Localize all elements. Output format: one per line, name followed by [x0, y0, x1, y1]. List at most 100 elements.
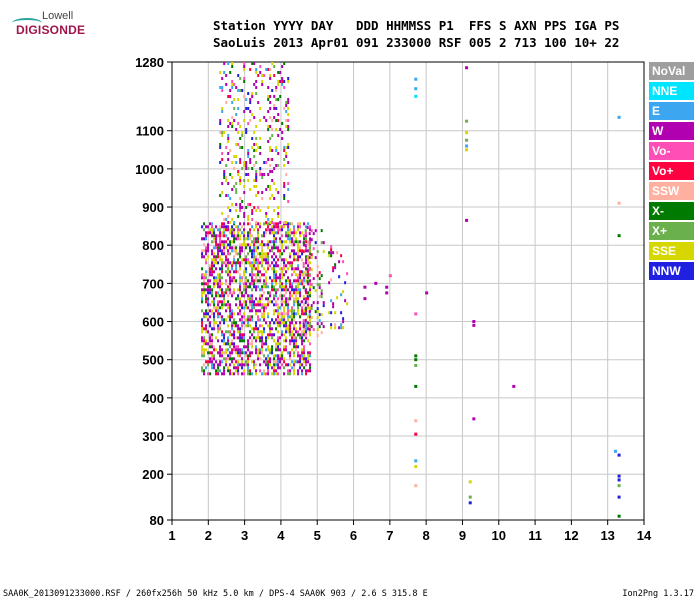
echo-point	[307, 243, 310, 247]
echo-point	[271, 89, 274, 92]
echo-point	[297, 333, 300, 337]
echo-point	[215, 243, 218, 247]
echo-point	[235, 113, 238, 116]
echo-point	[229, 342, 232, 346]
echo-point	[283, 324, 286, 328]
echo-point	[251, 62, 254, 65]
echo-point	[215, 258, 218, 262]
echo-point	[309, 237, 312, 241]
echo-point	[237, 372, 240, 376]
echo-point	[241, 366, 244, 370]
echo-point	[301, 273, 304, 277]
echo-point	[283, 309, 286, 313]
echo-point	[297, 297, 300, 301]
echo-point	[283, 86, 286, 89]
echo-point	[307, 282, 310, 286]
x-tick-label: 7	[386, 528, 393, 543]
echo-point	[338, 275, 341, 279]
echo-point	[247, 372, 250, 376]
echo-point	[281, 267, 284, 271]
echo-point	[287, 125, 290, 128]
echo-point	[310, 229, 313, 233]
echo-point	[221, 348, 224, 352]
echo-point	[215, 279, 218, 283]
echo-point	[213, 321, 216, 325]
echo-point	[259, 279, 262, 283]
echo-point	[303, 366, 306, 370]
echo-point	[237, 228, 240, 232]
echo-point	[223, 369, 226, 373]
echo-point	[259, 107, 262, 110]
echo-point	[233, 330, 236, 334]
echo-point	[285, 240, 288, 244]
echo-point	[247, 354, 250, 358]
echo-point	[235, 143, 238, 146]
echo-point	[293, 252, 296, 256]
echo-point	[295, 339, 298, 343]
echo-point	[283, 360, 286, 364]
echo-point	[279, 128, 282, 131]
echo-point	[245, 276, 248, 280]
echo-point	[289, 285, 292, 289]
echo-point	[265, 360, 268, 364]
echo-point	[287, 234, 290, 238]
echo-point	[259, 209, 262, 212]
echo-point	[221, 267, 224, 271]
echo-point	[269, 197, 272, 200]
echo-point	[304, 301, 307, 305]
echo-point	[211, 231, 214, 235]
echo-point	[293, 336, 296, 340]
echo-point	[316, 265, 319, 269]
echo-point	[275, 348, 278, 352]
echo-point	[414, 484, 418, 488]
echo-point	[245, 324, 248, 328]
echo-point	[255, 173, 258, 176]
echo-point	[227, 95, 230, 98]
echo-point	[283, 339, 286, 343]
echo-point	[303, 312, 306, 316]
echo-point	[257, 206, 260, 209]
echo-point	[219, 246, 222, 250]
echo-point	[241, 200, 244, 203]
echo-point	[233, 318, 236, 322]
echo-point	[259, 71, 262, 74]
echo-point	[257, 234, 260, 238]
echo-point	[309, 342, 312, 346]
echo-point	[283, 221, 286, 224]
echo-point	[287, 369, 290, 373]
echo-point	[263, 255, 266, 259]
echo-point	[221, 339, 224, 343]
echo-point	[201, 282, 204, 286]
echo-point	[285, 173, 288, 176]
echo-point	[281, 363, 284, 367]
echo-point	[255, 170, 258, 173]
echo-point	[267, 246, 270, 250]
echo-point	[247, 252, 250, 256]
echo-point	[291, 339, 294, 343]
echo-point	[259, 137, 262, 140]
echo-point	[265, 363, 268, 367]
echo-point	[233, 258, 236, 262]
echo-point	[304, 319, 307, 323]
echo-point	[253, 330, 256, 334]
echo-point	[336, 251, 339, 255]
echo-point	[305, 249, 308, 253]
echo-point	[285, 285, 288, 289]
echo-point	[261, 312, 264, 316]
echo-point	[251, 273, 254, 277]
echo-point	[279, 237, 282, 241]
echo-point	[307, 249, 310, 253]
echo-point	[293, 228, 296, 232]
echo-point	[243, 372, 246, 376]
echo-point	[302, 274, 305, 278]
echo-point	[229, 351, 232, 355]
echo-point	[259, 318, 262, 322]
echo-point	[293, 312, 296, 316]
echo-point	[239, 89, 242, 92]
echo-point	[241, 339, 244, 343]
echo-point	[285, 264, 288, 268]
echo-point	[249, 249, 252, 253]
echo-point	[267, 255, 270, 259]
echo-point	[273, 258, 276, 262]
echo-point	[217, 228, 220, 232]
